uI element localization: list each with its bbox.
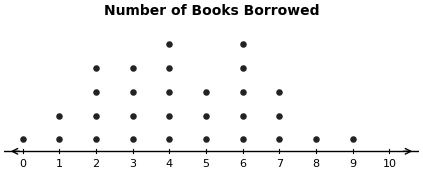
Point [239, 43, 246, 46]
Point [166, 114, 173, 117]
Point [166, 67, 173, 70]
Point [239, 138, 246, 141]
Point [276, 91, 283, 93]
Point [56, 114, 63, 117]
Point [129, 91, 136, 93]
Point [203, 91, 209, 93]
Point [203, 114, 209, 117]
Point [56, 138, 63, 141]
Point [239, 91, 246, 93]
Point [239, 67, 246, 70]
Point [349, 138, 356, 141]
Point [93, 91, 99, 93]
Point [276, 138, 283, 141]
Point [166, 138, 173, 141]
Point [93, 138, 99, 141]
Point [129, 67, 136, 70]
Point [129, 138, 136, 141]
Point [93, 114, 99, 117]
Point [276, 114, 283, 117]
Point [19, 138, 26, 141]
Point [203, 138, 209, 141]
Point [313, 138, 319, 141]
Point [93, 67, 99, 70]
Point [166, 91, 173, 93]
Title: Number of Books Borrowed: Number of Books Borrowed [104, 4, 319, 18]
Point [129, 114, 136, 117]
Point [239, 114, 246, 117]
Point [166, 43, 173, 46]
